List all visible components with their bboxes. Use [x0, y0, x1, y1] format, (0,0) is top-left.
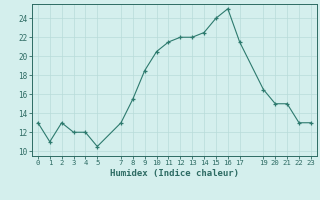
- X-axis label: Humidex (Indice chaleur): Humidex (Indice chaleur): [110, 169, 239, 178]
